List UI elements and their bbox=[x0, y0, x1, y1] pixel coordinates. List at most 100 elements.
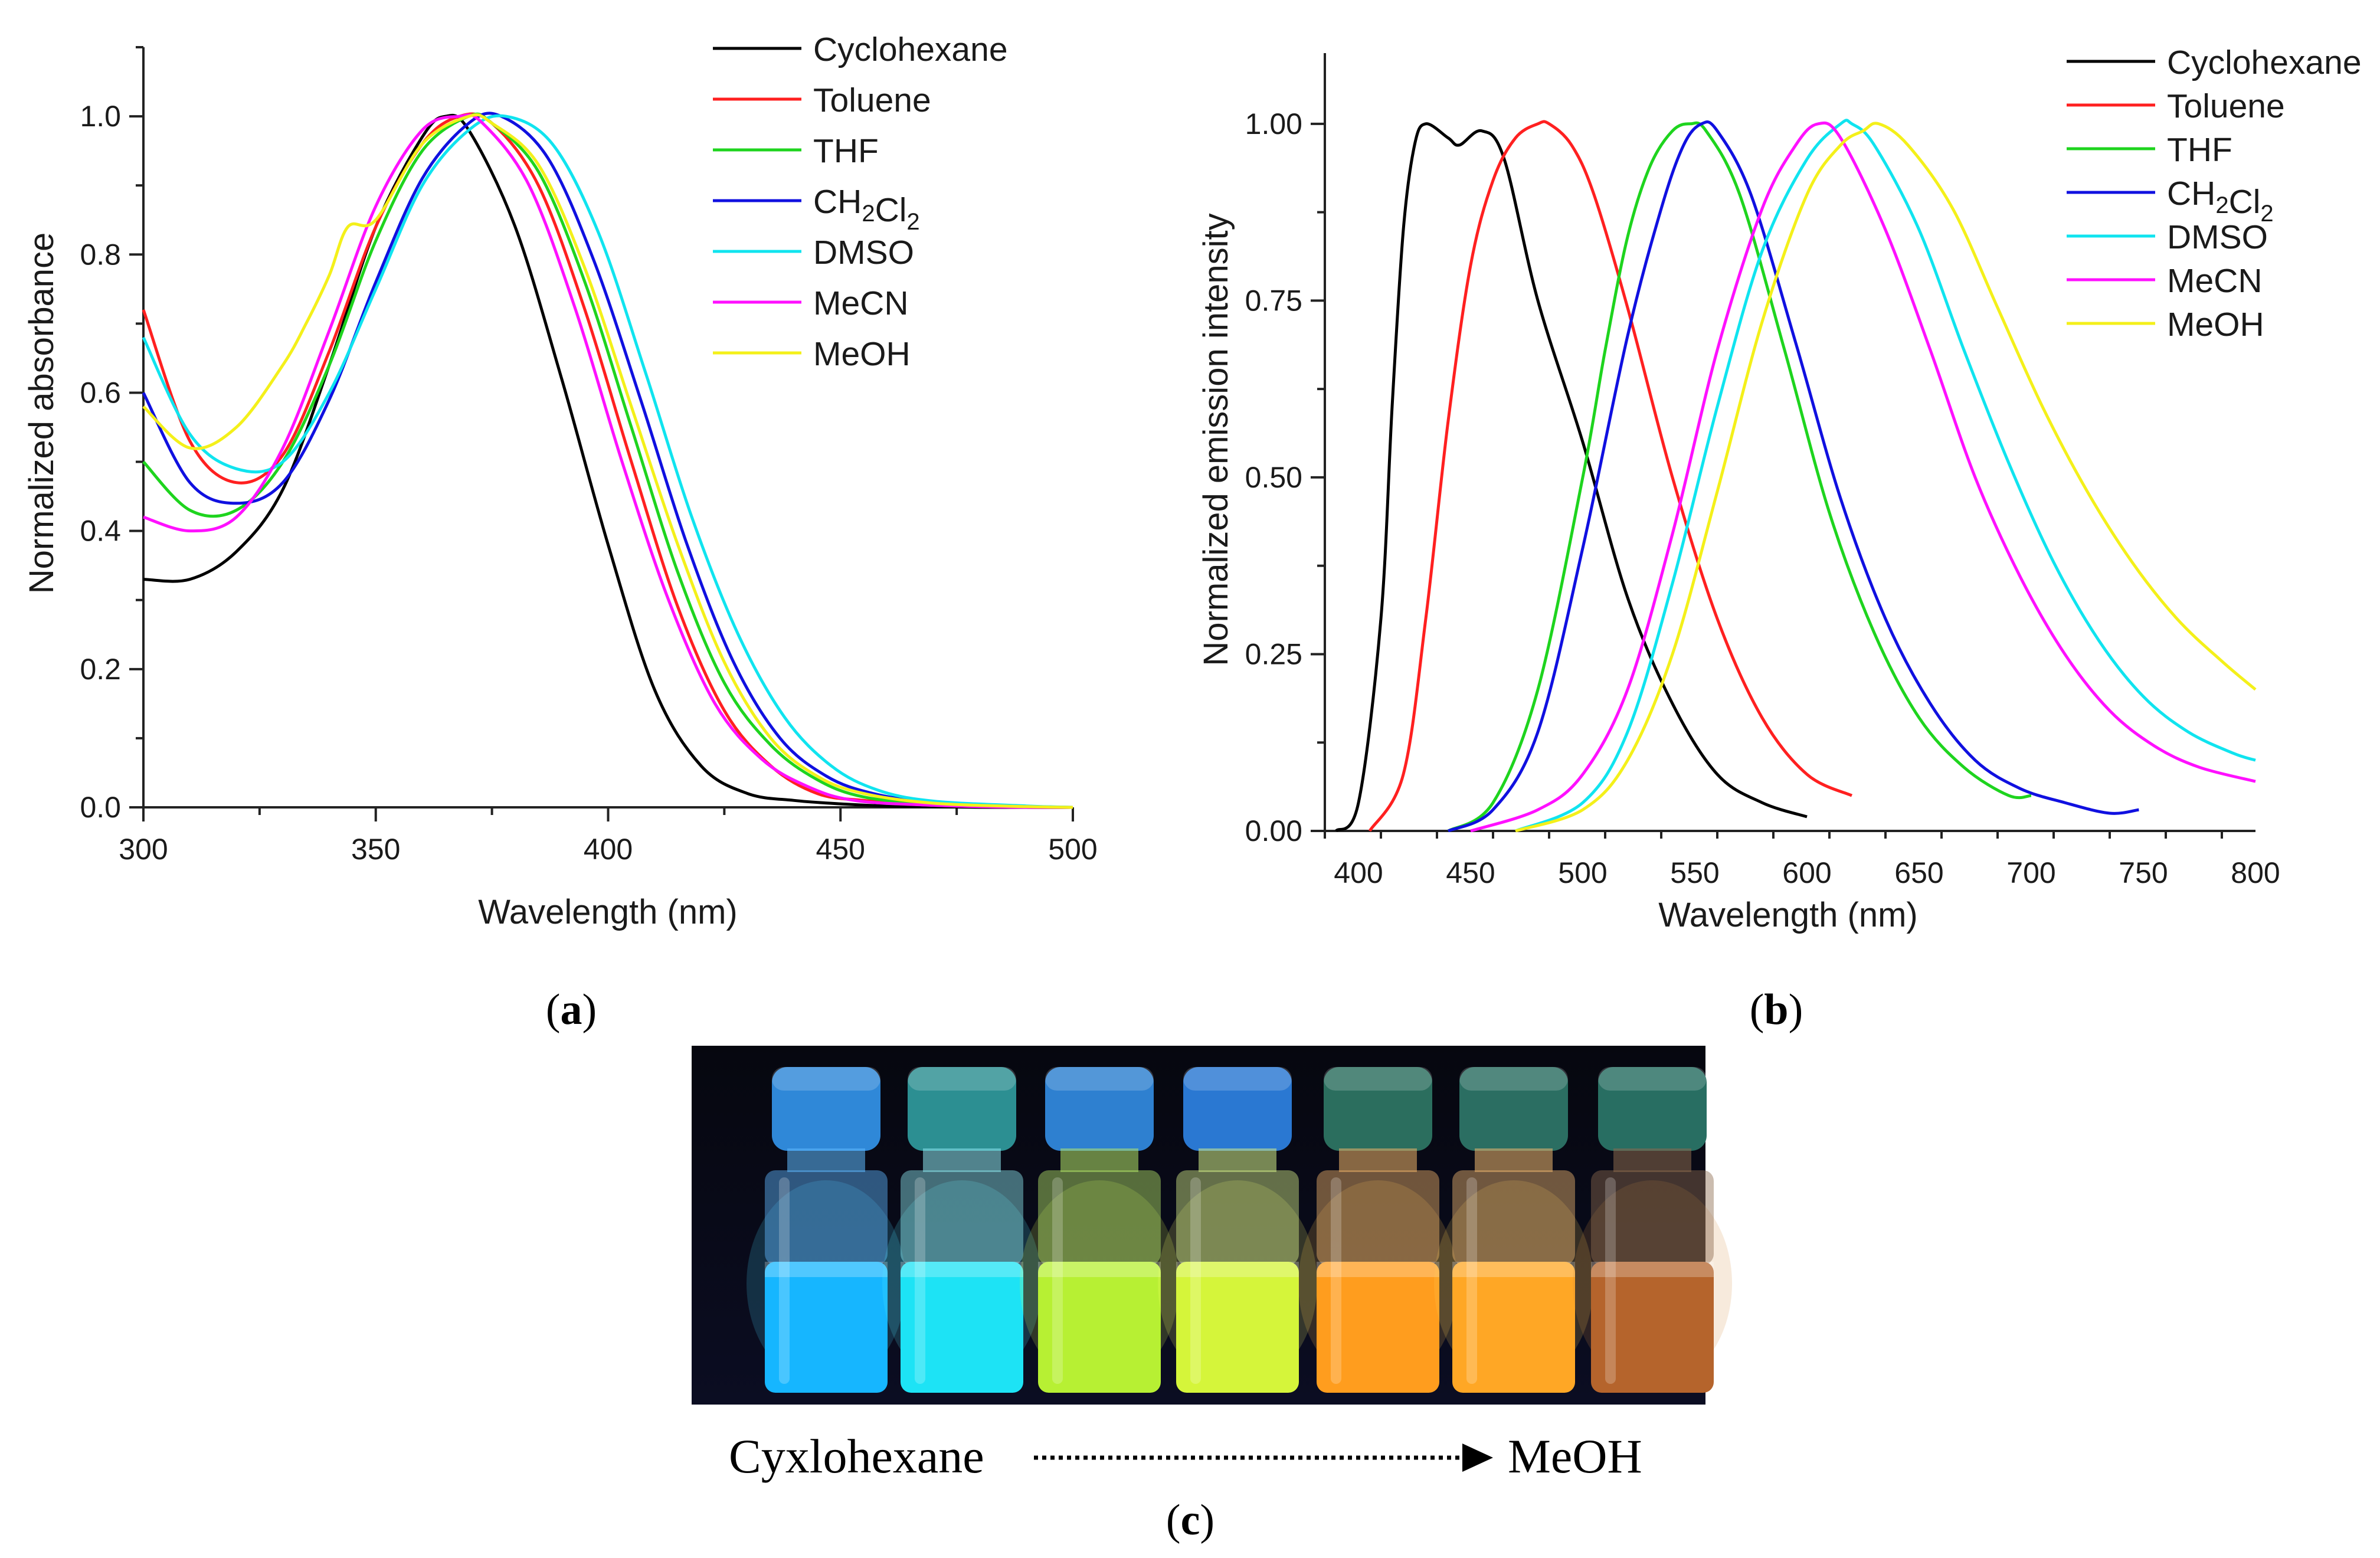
y-tick-label: 0.00 bbox=[1245, 814, 1302, 847]
vial-meniscus bbox=[1176, 1262, 1299, 1277]
x-tick-label: 500 bbox=[1048, 833, 1097, 866]
vial-liquid bbox=[1038, 1262, 1161, 1393]
vial-cap-highlight bbox=[1045, 1067, 1154, 1091]
vial-neck bbox=[1475, 1148, 1553, 1172]
x-tick-label: 400 bbox=[1334, 856, 1383, 889]
vial-3 bbox=[1020, 1067, 1179, 1393]
caption-arrow-head-icon bbox=[1462, 1444, 1493, 1472]
vial-5 bbox=[1298, 1067, 1458, 1393]
series-line-dmso bbox=[1515, 119, 2256, 833]
vial-4 bbox=[1158, 1067, 1317, 1393]
caption-end-solvent: MeOH bbox=[1508, 1429, 1642, 1483]
vial-glass bbox=[1176, 1170, 1299, 1265]
vial-neck bbox=[1060, 1148, 1138, 1172]
legend-label: MeOH bbox=[2167, 306, 2264, 343]
panel-b-chart: 400 450 500 550 600 650 700 750 800 0.00 0.25 0.50 0… bbox=[1197, 44, 2362, 934]
series-line-toluene bbox=[142, 112, 1073, 809]
vial-reflection bbox=[1331, 1177, 1341, 1384]
vial-cap bbox=[1045, 1067, 1154, 1151]
vial-glass bbox=[1038, 1170, 1161, 1265]
series-line-toluene bbox=[1368, 120, 1853, 832]
series-line-thf bbox=[142, 112, 1073, 809]
x-tick-label: 700 bbox=[2006, 856, 2055, 889]
panel-a-y-axis-label: Normalized absorbance bbox=[22, 233, 61, 594]
vial-meniscus bbox=[1317, 1262, 1439, 1277]
vial-meniscus bbox=[765, 1262, 888, 1277]
legend-label: THF bbox=[2167, 131, 2232, 169]
vial-liquid bbox=[901, 1262, 1023, 1393]
y-tick-label: 0.2 bbox=[80, 653, 121, 686]
panel-c-label: (c) bbox=[1166, 1496, 1214, 1544]
panel-b-tick-labels: 400 450 500 550 600 650 700 750 800 0.00 0.25 0.50 0… bbox=[1245, 107, 2280, 889]
y-tick-label: 1.0 bbox=[80, 100, 121, 133]
x-tick-label: 350 bbox=[351, 833, 400, 866]
panel-a-chart: 300 350 400 450 500 0.0 0.2 0.4 0.6 0.8 1.0 Wavele… bbox=[22, 31, 1098, 931]
vial-reflection bbox=[1190, 1177, 1201, 1384]
vial-neck bbox=[923, 1148, 1001, 1172]
series-line-cyclohexane bbox=[1335, 122, 1808, 832]
panel-b-x-axis-label: Wavelength (nm) bbox=[1658, 896, 1917, 934]
legend-label: Toluene bbox=[813, 81, 931, 119]
vial-cap bbox=[1598, 1067, 1707, 1151]
vial-neck bbox=[1613, 1148, 1691, 1172]
legend-label: Cyclohexane bbox=[813, 31, 1008, 68]
y-tick-label: 1.00 bbox=[1245, 107, 1302, 140]
vial-liquid bbox=[1317, 1262, 1439, 1393]
vial-glass bbox=[1591, 1170, 1714, 1265]
vial-meniscus bbox=[901, 1262, 1023, 1277]
legend-label: DMSO bbox=[813, 234, 914, 271]
panel-a-tick-labels: 300 350 400 450 500 0.0 0.2 0.4 0.6 0.8 1.0 bbox=[80, 100, 1097, 866]
panel-b-y-axis-label: Normalized emission intensity bbox=[1197, 213, 1235, 666]
vial-meniscus bbox=[1038, 1262, 1161, 1277]
panel-a-x-axis-label: Wavelength (nm) bbox=[478, 893, 737, 931]
vial-row bbox=[747, 1067, 1732, 1393]
panel-b-label: (b) bbox=[1750, 986, 1803, 1034]
y-tick-label: 0.0 bbox=[80, 791, 121, 824]
legend-label: DMSO bbox=[2167, 218, 2268, 256]
vial-glass bbox=[1317, 1170, 1439, 1265]
vial-cap bbox=[1459, 1067, 1568, 1151]
vial-liquid bbox=[1176, 1262, 1299, 1393]
vial-cap bbox=[772, 1067, 880, 1151]
x-tick-label: 550 bbox=[1670, 856, 1719, 889]
vial-cap bbox=[1324, 1067, 1432, 1151]
vial-liquid bbox=[1591, 1262, 1714, 1393]
vial-neck bbox=[1339, 1148, 1417, 1172]
panel-a-axes bbox=[129, 46, 1074, 821]
vial-meniscus bbox=[1591, 1262, 1714, 1277]
panel-a-label: (a) bbox=[546, 986, 597, 1034]
series-line-dmso bbox=[142, 114, 1073, 809]
vial-meniscus bbox=[1452, 1262, 1575, 1277]
x-tick-label: 800 bbox=[2231, 856, 2280, 889]
vial-liquid bbox=[1452, 1262, 1575, 1393]
vial-2 bbox=[882, 1067, 1042, 1393]
legend-label: Cyclohexane bbox=[2167, 44, 2362, 81]
vial-glass bbox=[1452, 1170, 1575, 1265]
y-tick-label: 0.8 bbox=[80, 238, 121, 271]
legend-label: MeCN bbox=[2167, 262, 2263, 300]
vial-cap bbox=[908, 1067, 1016, 1151]
vial-cap-highlight bbox=[1459, 1067, 1568, 1091]
vial-cap bbox=[1183, 1067, 1292, 1151]
legend-label: Toluene bbox=[2167, 87, 2285, 125]
vial-glass bbox=[901, 1170, 1023, 1265]
vial-reflection bbox=[1605, 1177, 1616, 1384]
vial-6 bbox=[1434, 1067, 1593, 1393]
vial-cap-highlight bbox=[1183, 1067, 1292, 1091]
vial-cap-highlight bbox=[1324, 1067, 1432, 1091]
legend-label: MeCN bbox=[813, 284, 909, 322]
x-tick-label: 400 bbox=[584, 833, 633, 866]
legend-label: CH2Cl2 bbox=[2167, 175, 2274, 227]
legend-label: THF bbox=[813, 132, 879, 170]
vial-reflection bbox=[915, 1177, 925, 1384]
y-tick-label: 0.4 bbox=[80, 515, 121, 548]
y-tick-label: 0.6 bbox=[80, 376, 121, 409]
vial-liquid bbox=[765, 1262, 888, 1393]
x-tick-label: 650 bbox=[1894, 856, 1943, 889]
panel-c-photo bbox=[692, 1046, 1732, 1405]
vial-reflection bbox=[1466, 1177, 1477, 1384]
y-tick-label: 0.50 bbox=[1245, 461, 1302, 494]
x-tick-label: 600 bbox=[1782, 856, 1831, 889]
panel-b-curves bbox=[1335, 119, 2257, 833]
